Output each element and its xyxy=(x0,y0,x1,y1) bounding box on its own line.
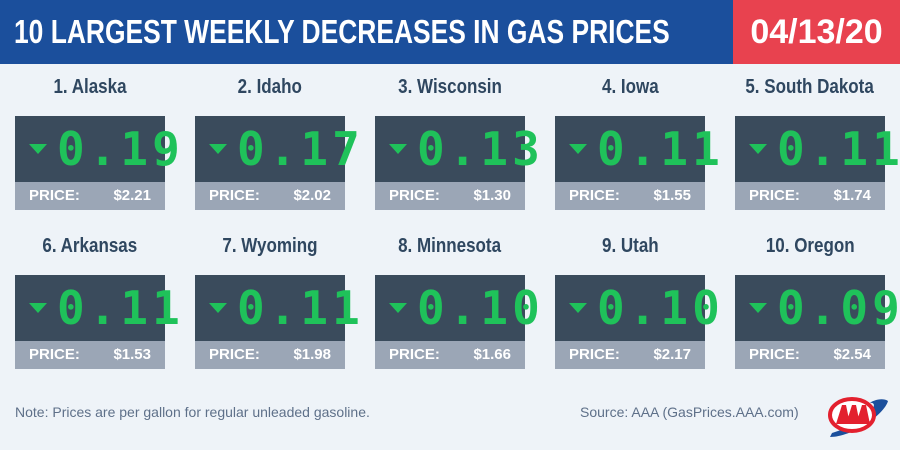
price-bar: PRICE: $2.21 xyxy=(15,182,165,210)
source-credit: Source: AAA (GasPrices.AAA.com) xyxy=(580,404,799,420)
price-change-display: 0.10 xyxy=(555,275,720,341)
state-name: 6. Arkansas xyxy=(42,235,138,257)
price-change-display: 0.11 xyxy=(735,116,900,182)
state-name-row: 3. Wisconsin xyxy=(375,72,525,102)
state-card: 1. Alaska 0.19 PRICE: $2.21 xyxy=(15,72,180,210)
down-arrow-icon xyxy=(569,303,587,313)
footer-note: Note: Prices are per gallon for regular … xyxy=(15,404,370,420)
state-name-row: 1. Alaska xyxy=(15,72,165,102)
down-arrow-icon xyxy=(29,303,47,313)
price-value: $1.30 xyxy=(473,187,511,204)
price-value: $2.21 xyxy=(113,187,151,204)
date-badge: 04/13/20 xyxy=(733,0,900,64)
price-label: PRICE: xyxy=(389,187,440,204)
price-change: 0.11 xyxy=(237,281,364,335)
state-name-row: 6. Arkansas xyxy=(15,231,165,261)
state-card: 6. Arkansas 0.11 PRICE: $1.53 xyxy=(15,231,180,369)
state-card: 7. Wyoming 0.11 PRICE: $1.98 xyxy=(195,231,360,369)
state-card: 2. Idaho 0.17 PRICE: $2.02 xyxy=(195,72,360,210)
down-arrow-icon xyxy=(749,144,767,154)
price-change: 0.17 xyxy=(237,122,364,176)
price-change: 0.10 xyxy=(417,281,544,335)
price-bar: PRICE: $1.53 xyxy=(15,341,165,369)
state-name-row: 7. Wyoming xyxy=(195,231,345,261)
state-name-row: 8. Minnesota xyxy=(375,231,525,261)
aaa-logo xyxy=(828,397,888,437)
price-change: 0.11 xyxy=(777,122,900,176)
price-label: PRICE: xyxy=(29,187,80,204)
price-change-display: 0.11 xyxy=(15,275,180,341)
price-bar: PRICE: $2.17 xyxy=(555,341,705,369)
state-name: 10. Oregon xyxy=(765,235,855,257)
state-name-row: 4. Iowa xyxy=(555,72,705,102)
price-change-display: 0.19 xyxy=(15,116,180,182)
price-bar: PRICE: $1.74 xyxy=(735,182,885,210)
price-value: $1.53 xyxy=(113,346,151,363)
state-card: 5. South Dakota 0.11 PRICE: $1.74 xyxy=(735,72,900,210)
price-label: PRICE: xyxy=(209,187,260,204)
price-bar: PRICE: $2.02 xyxy=(195,182,345,210)
price-change-display: 0.09 xyxy=(735,275,900,341)
state-name: 4. Iowa xyxy=(601,76,659,98)
state-name: 2. Idaho xyxy=(237,76,303,98)
price-label: PRICE: xyxy=(389,346,440,363)
down-arrow-icon xyxy=(209,303,227,313)
state-card: 9. Utah 0.10 PRICE: $2.17 xyxy=(555,231,720,369)
state-name: 9. Utah xyxy=(601,235,659,257)
price-value: $1.98 xyxy=(293,346,331,363)
price-value: $2.17 xyxy=(653,346,691,363)
state-name: 3. Wisconsin xyxy=(398,76,502,98)
state-name: 5. South Dakota xyxy=(745,76,875,98)
price-label: PRICE: xyxy=(209,346,260,363)
down-arrow-icon xyxy=(209,144,227,154)
price-label: PRICE: xyxy=(569,346,620,363)
price-label: PRICE: xyxy=(749,187,800,204)
state-name: 8. Minnesota xyxy=(398,235,502,257)
price-change: 0.19 xyxy=(57,122,184,176)
page-title: 10 LARGEST WEEKLY DECREASES IN GAS PRICE… xyxy=(14,13,670,50)
price-change: 0.13 xyxy=(417,122,544,176)
price-change-display: 0.17 xyxy=(195,116,360,182)
down-arrow-icon xyxy=(29,144,47,154)
price-label: PRICE: xyxy=(749,346,800,363)
price-change-display: 0.11 xyxy=(195,275,360,341)
price-bar: PRICE: $2.54 xyxy=(735,341,885,369)
state-card: 10. Oregon 0.09 PRICE: $2.54 xyxy=(735,231,900,369)
state-name: 7. Wyoming xyxy=(222,235,318,257)
price-change-display: 0.13 xyxy=(375,116,540,182)
state-name-row: 9. Utah xyxy=(555,231,705,261)
state-card: 8. Minnesota 0.10 PRICE: $1.66 xyxy=(375,231,540,369)
price-change-display: 0.11 xyxy=(555,116,720,182)
state-card: 4. Iowa 0.11 PRICE: $1.55 xyxy=(555,72,720,210)
state-name-row: 10. Oregon xyxy=(735,231,885,261)
header-title-bar: 10 LARGEST WEEKLY DECREASES IN GAS PRICE… xyxy=(0,0,733,64)
down-arrow-icon xyxy=(569,144,587,154)
price-value: $1.66 xyxy=(473,346,511,363)
price-value: $2.54 xyxy=(833,346,871,363)
price-change-display: 0.10 xyxy=(375,275,540,341)
price-bar: PRICE: $1.98 xyxy=(195,341,345,369)
price-value: $2.02 xyxy=(293,187,331,204)
down-arrow-icon xyxy=(749,303,767,313)
price-change: 0.09 xyxy=(777,281,900,335)
price-label: PRICE: xyxy=(29,346,80,363)
price-value: $1.74 xyxy=(833,187,871,204)
down-arrow-icon xyxy=(389,303,407,313)
state-card: 3. Wisconsin 0.13 PRICE: $1.30 xyxy=(375,72,540,210)
state-name-row: 2. Idaho xyxy=(195,72,345,102)
down-arrow-icon xyxy=(389,144,407,154)
price-bar: PRICE: $1.30 xyxy=(375,182,525,210)
price-label: PRICE: xyxy=(569,187,620,204)
price-change: 0.11 xyxy=(57,281,184,335)
price-bar: PRICE: $1.55 xyxy=(555,182,705,210)
price-value: $1.55 xyxy=(653,187,691,204)
price-change: 0.10 xyxy=(597,281,724,335)
state-name: 1. Alaska xyxy=(53,76,127,98)
price-change: 0.11 xyxy=(597,122,724,176)
price-bar: PRICE: $1.66 xyxy=(375,341,525,369)
state-name-row: 5. South Dakota xyxy=(735,72,885,102)
